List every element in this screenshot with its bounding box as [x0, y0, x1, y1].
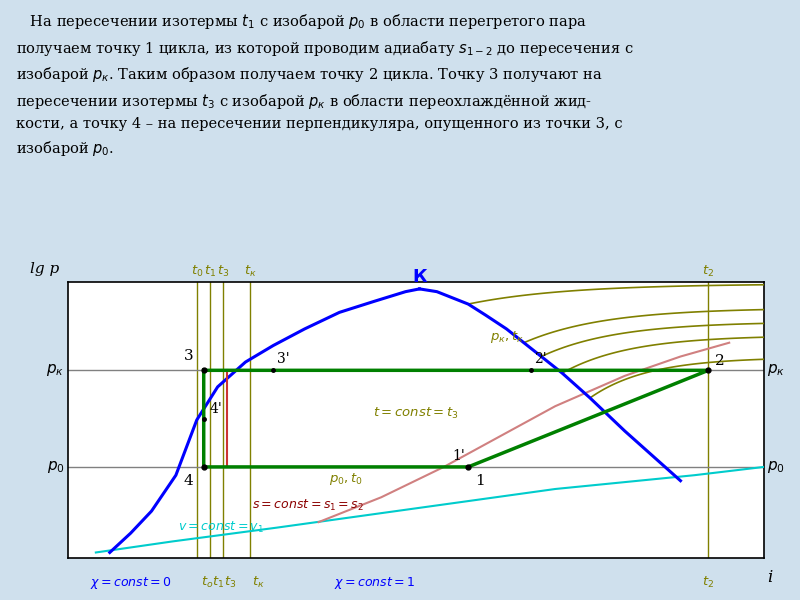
Text: lg p: lg p — [30, 262, 59, 277]
Text: $t_o$: $t_o$ — [201, 575, 214, 590]
Text: 1: 1 — [475, 474, 485, 488]
Text: 1': 1' — [452, 449, 465, 463]
Text: $p_к$: $p_к$ — [46, 362, 65, 379]
Text: $p_к,t_к$: $p_к,t_к$ — [490, 329, 523, 345]
Text: К: К — [412, 268, 426, 286]
Text: 3: 3 — [184, 349, 194, 364]
Text: 2': 2' — [534, 352, 547, 366]
Text: $t_2$: $t_2$ — [702, 264, 714, 279]
Text: $p_0$: $p_0$ — [46, 459, 65, 475]
Text: $p_к$: $p_к$ — [767, 362, 786, 379]
Text: $t=const=t_3$: $t=const=t_3$ — [373, 406, 459, 421]
Text: $t_3$: $t_3$ — [217, 264, 230, 279]
Text: $t_0$: $t_0$ — [190, 264, 203, 279]
Text: $t_3$: $t_3$ — [224, 575, 236, 590]
Text: $t_1$: $t_1$ — [212, 575, 225, 590]
Text: i: i — [767, 569, 773, 586]
Text: $t_2$: $t_2$ — [702, 575, 714, 590]
Text: $\chi=const=0$: $\chi=const=0$ — [90, 575, 171, 590]
Text: $t_к$: $t_к$ — [244, 264, 257, 279]
Text: $p_0$: $p_0$ — [767, 459, 786, 475]
Text: 4': 4' — [210, 402, 222, 416]
Text: $\chi=const=1$: $\chi=const=1$ — [334, 575, 415, 590]
Text: 4: 4 — [183, 474, 194, 488]
Text: На пересечении изотермы $t_1$ с изобарой $p_0$ в области перегретого пара
получа: На пересечении изотермы $t_1$ с изобарой… — [16, 12, 634, 158]
Text: $p_0,t_0$: $p_0,t_0$ — [330, 472, 363, 487]
Text: $v=const=v_1$: $v=const=v_1$ — [178, 520, 264, 535]
Text: 3': 3' — [277, 352, 290, 366]
Text: $s=const=s_1=s_2$: $s=const=s_1=s_2$ — [252, 498, 364, 513]
Text: 2: 2 — [715, 353, 725, 368]
Text: $t_1$: $t_1$ — [204, 264, 216, 279]
Text: $t_к$: $t_к$ — [252, 575, 265, 590]
